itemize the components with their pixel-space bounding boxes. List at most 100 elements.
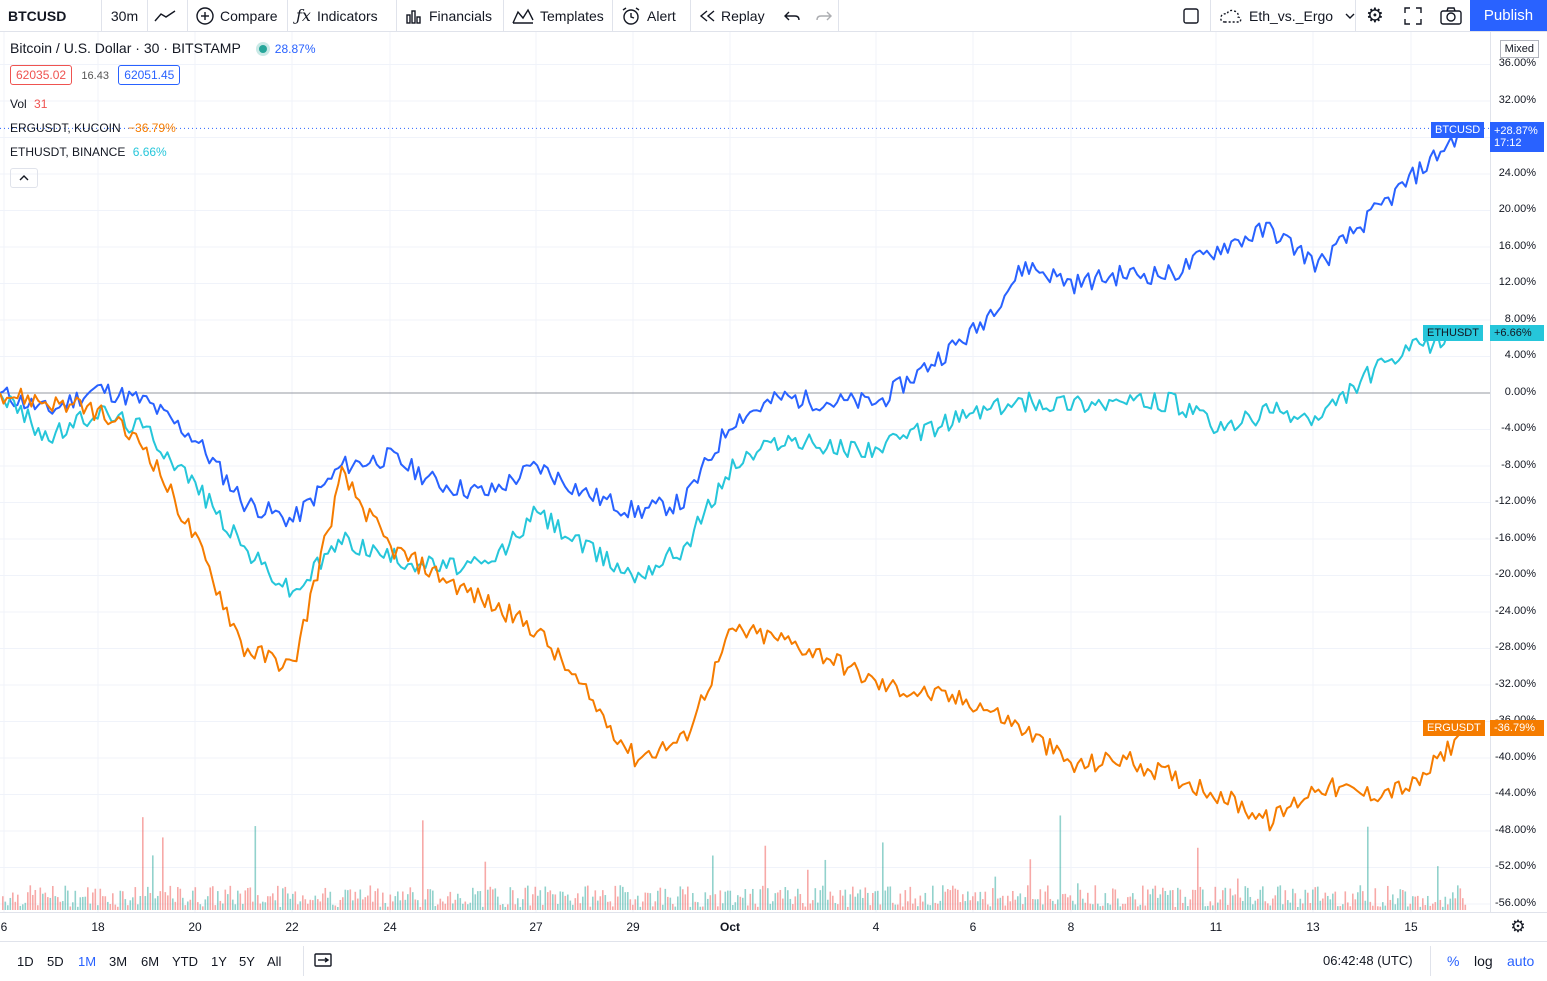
volume-bar [667, 896, 669, 910]
volume-bar [1159, 894, 1162, 910]
compare-value: −36.79% [128, 121, 176, 135]
utc-clock[interactable]: 06:42:48 (UTC) [1323, 953, 1413, 968]
time-tick-label: 15 [1404, 920, 1418, 934]
volume-bar [907, 901, 909, 910]
tradingview-logo[interactable]: 𝟏𝟕 [10, 910, 42, 912]
main-series-legend[interactable]: Bitcoin / U.S. Dollar · 30 · BITSTAMP 28.… [10, 40, 316, 56]
scale-settings-button[interactable]: ⚙ [1508, 917, 1528, 937]
volume-bar [1459, 888, 1462, 910]
cloud-icon [1219, 8, 1243, 24]
range-button-1d[interactable]: 1D [17, 954, 34, 969]
volume-bar [764, 845, 767, 910]
percent-scale-toggle[interactable]: % [1447, 953, 1460, 969]
volume-bar [1372, 905, 1374, 910]
volume-bar [1084, 902, 1087, 910]
chart-style-button[interactable] [148, 0, 188, 31]
compare-legend-erg[interactable]: ERGUSDT, KUCOIN −36.79% [10, 121, 176, 135]
time-tick-label: 20 [188, 920, 202, 934]
chart-pane[interactable]: Bitcoin / U.S. Dollar · 30 · BITSTAMP 28.… [0, 32, 1490, 912]
compare-legend-eth[interactable]: ETHUSDT, BINANCE 6.66% [10, 145, 167, 159]
volume-bar [1369, 901, 1372, 910]
volume-bar [207, 896, 209, 910]
go-to-date-button[interactable] [314, 952, 332, 973]
interval-button[interactable]: 30m [102, 0, 148, 31]
volume-bar [1277, 886, 1279, 910]
volume-bar [974, 892, 977, 910]
volume-bar [479, 891, 482, 910]
volume-bar [559, 891, 562, 910]
redo-button[interactable] [809, 0, 839, 31]
range-button-ytd[interactable]: YTD [172, 954, 198, 969]
range-button-3m[interactable]: 3M [109, 954, 128, 969]
range-button-6m[interactable]: 6M [141, 954, 160, 969]
symbol-search-button[interactable]: BTCUSD [0, 0, 102, 31]
volume-bar [62, 901, 64, 910]
scale-mode-button[interactable]: Mixed [1499, 40, 1539, 58]
volume-bar [362, 899, 364, 910]
range-button-all[interactable]: All [267, 954, 282, 969]
layout-menu-button[interactable]: Eth_vs._Ergo [1211, 0, 1356, 31]
publish-button[interactable]: Publish [1470, 0, 1547, 31]
chart-canvas[interactable] [0, 32, 1490, 912]
range-button-1y[interactable]: 1Y [211, 954, 227, 969]
range-button-5y[interactable]: 5Y [239, 954, 255, 969]
time-axis[interactable]: 6 18 20 22 24 27 29 Oct 4 6 8 11 13 15 ⚙ [0, 912, 1547, 940]
volume-bar [264, 902, 267, 910]
volume-label: Vol [10, 97, 27, 111]
replay-button[interactable]: Replay [691, 0, 775, 31]
volume-bar [919, 895, 922, 910]
volume-bar [1404, 891, 1407, 910]
log-scale-toggle[interactable]: log [1474, 953, 1493, 969]
financials-button[interactable]: Financials [397, 0, 504, 31]
volume-bar [862, 897, 864, 910]
volume-bar [829, 891, 832, 910]
price-tick-label: 12.00% [1498, 276, 1536, 288]
undo-button[interactable] [775, 0, 809, 31]
volume-bar [849, 894, 852, 910]
volume-bar [1137, 906, 1139, 910]
volume-bar [1247, 887, 1249, 910]
compare-value: 6.66% [132, 145, 167, 159]
volume-bar [94, 888, 97, 910]
compare-button[interactable]: Compare [188, 0, 288, 31]
volume-bar [427, 889, 429, 910]
series-line-ethusdt[interactable] [0, 331, 1466, 598]
volume-bar [894, 904, 897, 910]
collapse-legend-button[interactable] [10, 168, 38, 188]
time-tick-label: 27 [529, 920, 543, 934]
volume-bar [979, 891, 982, 910]
fullscreen-select-button[interactable] [1171, 0, 1211, 31]
ask-price[interactable]: 62051.45 [118, 65, 181, 85]
volume-legend[interactable]: Vol 31 [10, 97, 47, 111]
auto-scale-toggle[interactable]: auto [1507, 953, 1535, 969]
volume-bar [157, 895, 159, 910]
volume-bar [1364, 900, 1367, 910]
range-button-1m[interactable]: 1M [78, 954, 97, 969]
alert-button[interactable]: Alert [613, 0, 691, 31]
templates-button[interactable]: Templates [504, 0, 613, 31]
volume-bar [1037, 899, 1039, 910]
volume-bar [1362, 891, 1364, 910]
series-line-ergusdt[interactable] [0, 387, 1466, 832]
volume-bar [132, 897, 134, 910]
volume-bar [844, 889, 847, 910]
volume-bar [1124, 903, 1127, 910]
series-title: Bitcoin / U.S. Dollar · 30 · BITSTAMP [10, 40, 241, 56]
price-tick-label: 20.00% [1498, 203, 1536, 215]
volume-bar [999, 897, 1002, 910]
camera-icon [1440, 6, 1462, 25]
volume-bar [359, 889, 362, 910]
snapshot-button[interactable] [1432, 0, 1470, 31]
settings-button[interactable]: ⚙ [1356, 0, 1394, 31]
series-line-btcusd[interactable] [0, 124, 1466, 528]
volume-bar [992, 888, 994, 910]
volume-bar [124, 899, 127, 910]
range-button-5d[interactable]: 5D [47, 954, 64, 969]
fullscreen-button[interactable] [1394, 0, 1432, 31]
plus-circle-icon [196, 6, 214, 25]
volume-bar [1297, 906, 1299, 910]
indicators-button[interactable]: ƒx Indicators [288, 0, 397, 31]
price-scale[interactable]: Mixed 36.00%32.00%28.00%24.00%20.00%16.0… [1490, 32, 1547, 912]
bid-price[interactable]: 62035.02 [10, 65, 73, 85]
volume-bar [794, 896, 797, 910]
